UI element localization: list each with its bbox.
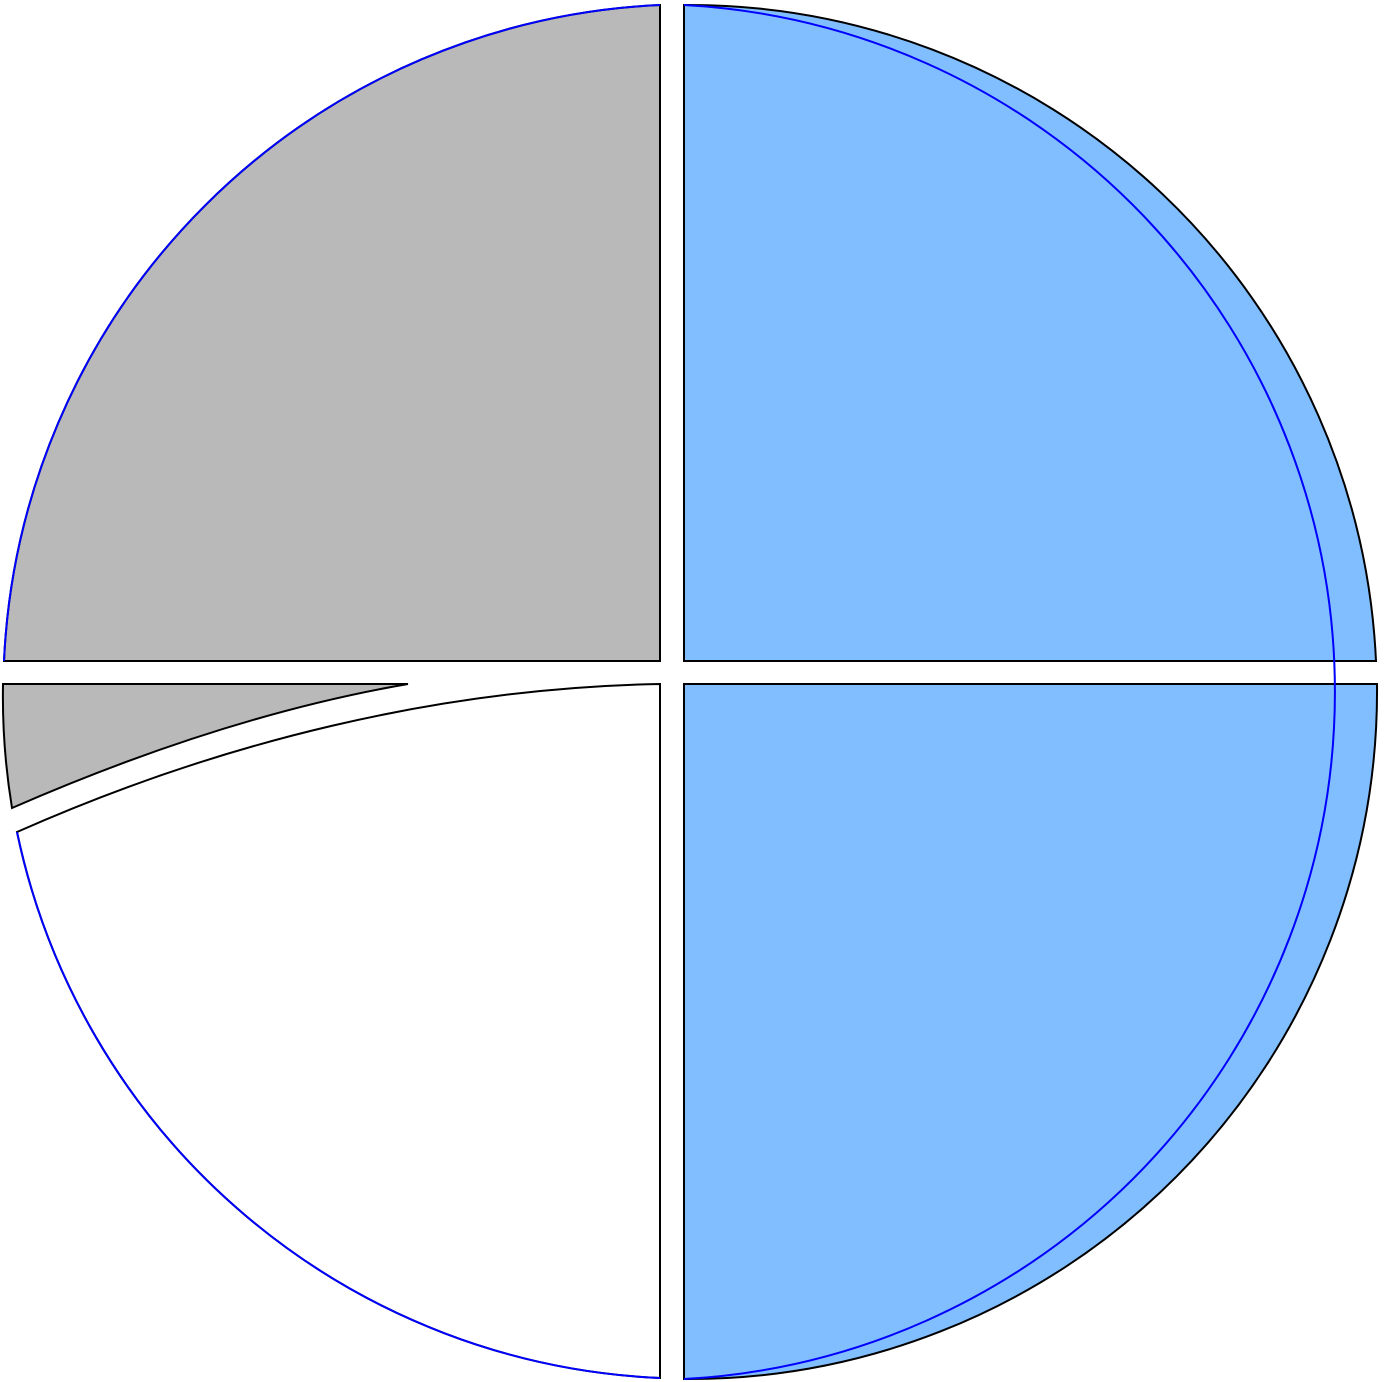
blue-region-top-right xyxy=(683,3,1378,662)
outer-arc-right xyxy=(683,4,1336,1380)
white-region-bottom-left xyxy=(15,682,661,1380)
gray-sliver-left xyxy=(1,683,409,810)
outer-arc-left-bottom xyxy=(16,831,661,1379)
outer-arc-left-top xyxy=(3,4,661,662)
gray-region-top-left xyxy=(2,3,661,662)
blue-region-bottom-right xyxy=(683,683,1379,1381)
